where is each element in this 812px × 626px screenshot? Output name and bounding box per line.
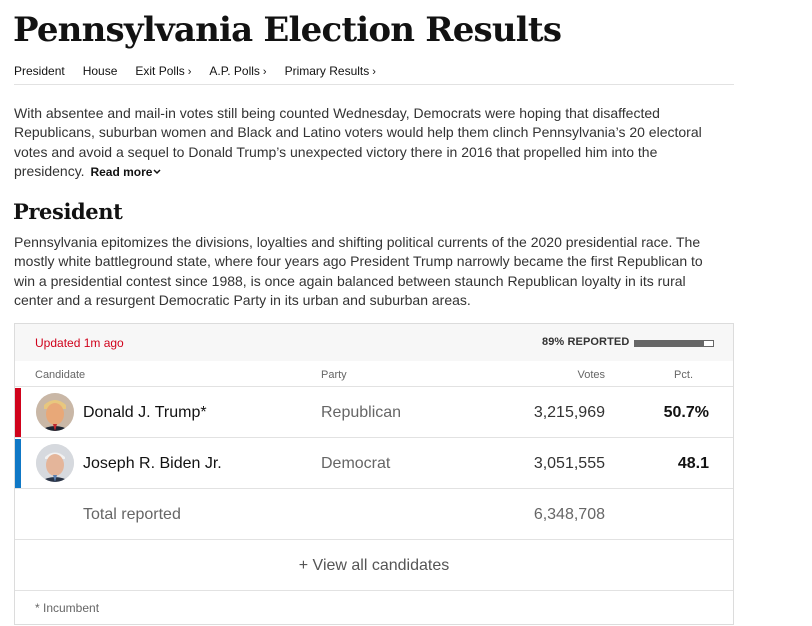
nav-primary-results[interactable]: Primary Results › bbox=[284, 64, 376, 78]
col-pct: Pct. bbox=[674, 369, 693, 381]
candidate-name: Donald J. Trump* bbox=[83, 404, 207, 421]
total-reported-row: Total reported 6,348,708 bbox=[15, 489, 733, 540]
candidate-pct: 50.7% bbox=[663, 404, 709, 421]
nav-ap-polls[interactable]: A.P. Polls › bbox=[209, 64, 267, 78]
chevron-down-icon bbox=[153, 169, 162, 174]
updated-timestamp: Updated 1m ago bbox=[35, 336, 124, 350]
candidate-votes: 3,215,969 bbox=[533, 404, 605, 421]
candidate-row-biden: Joseph R. Biden Jr. Democrat 3,051,555 4… bbox=[15, 438, 733, 489]
reported-progress-bar bbox=[634, 340, 714, 347]
section-nav: President House Exit Polls › A.P. Polls › … bbox=[14, 64, 734, 85]
candidate-row-trump: Donald J. Trump* Republican 3,215,969 50… bbox=[15, 387, 733, 438]
col-party: Party bbox=[321, 369, 347, 381]
view-all-candidates-button[interactable]: + View all candidates bbox=[298, 557, 450, 574]
party-color-stripe bbox=[15, 439, 21, 488]
party-color-stripe bbox=[15, 388, 21, 437]
chevron-right-icon: › bbox=[372, 66, 376, 78]
candidate-party: Republican bbox=[321, 404, 402, 421]
chevron-right-icon: › bbox=[262, 66, 267, 78]
results-table: Updated 1m ago 89% REPORTED Candidate Pa… bbox=[14, 323, 734, 625]
candidate-votes: 3,051,555 bbox=[533, 455, 605, 472]
page-title: Pennsylvania Election Results bbox=[13, 10, 562, 50]
candidate-pct: 48.1 bbox=[677, 455, 709, 472]
results-header: Updated 1m ago 89% REPORTED bbox=[15, 324, 733, 361]
chevron-right-icon: › bbox=[187, 66, 192, 78]
incumbent-footnote: * Incumbent bbox=[35, 601, 100, 615]
total-label: Total reported bbox=[83, 506, 181, 523]
section-title: President bbox=[13, 199, 123, 224]
view-all-row: + View all candidates bbox=[15, 540, 733, 591]
candidate-name: Joseph R. Biden Jr. bbox=[83, 455, 222, 472]
intro-paragraph: With absentee and mail-in votes still be… bbox=[14, 104, 719, 182]
trump-portrait-icon bbox=[36, 393, 74, 431]
read-more-link[interactable]: Read more bbox=[90, 165, 162, 179]
intro-text: With absentee and mail-in votes still be… bbox=[14, 105, 702, 179]
biden-portrait-icon bbox=[36, 444, 74, 482]
col-candidate: Candidate bbox=[35, 369, 86, 381]
nav-house[interactable]: House bbox=[82, 64, 118, 78]
section-description: Pennsylvania epitomizes the divisions, l… bbox=[14, 234, 703, 308]
total-votes: 6,348,708 bbox=[533, 506, 605, 523]
reported-label: 89% REPORTED bbox=[542, 336, 630, 348]
candidate-party: Democrat bbox=[321, 455, 391, 472]
nav-exit-polls[interactable]: Exit Polls › bbox=[135, 64, 192, 78]
column-headers: Candidate Party Votes Pct. bbox=[15, 361, 733, 387]
reported-progress-fill bbox=[635, 341, 705, 346]
nav-president[interactable]: President bbox=[14, 64, 65, 78]
col-votes: Votes bbox=[577, 369, 605, 381]
